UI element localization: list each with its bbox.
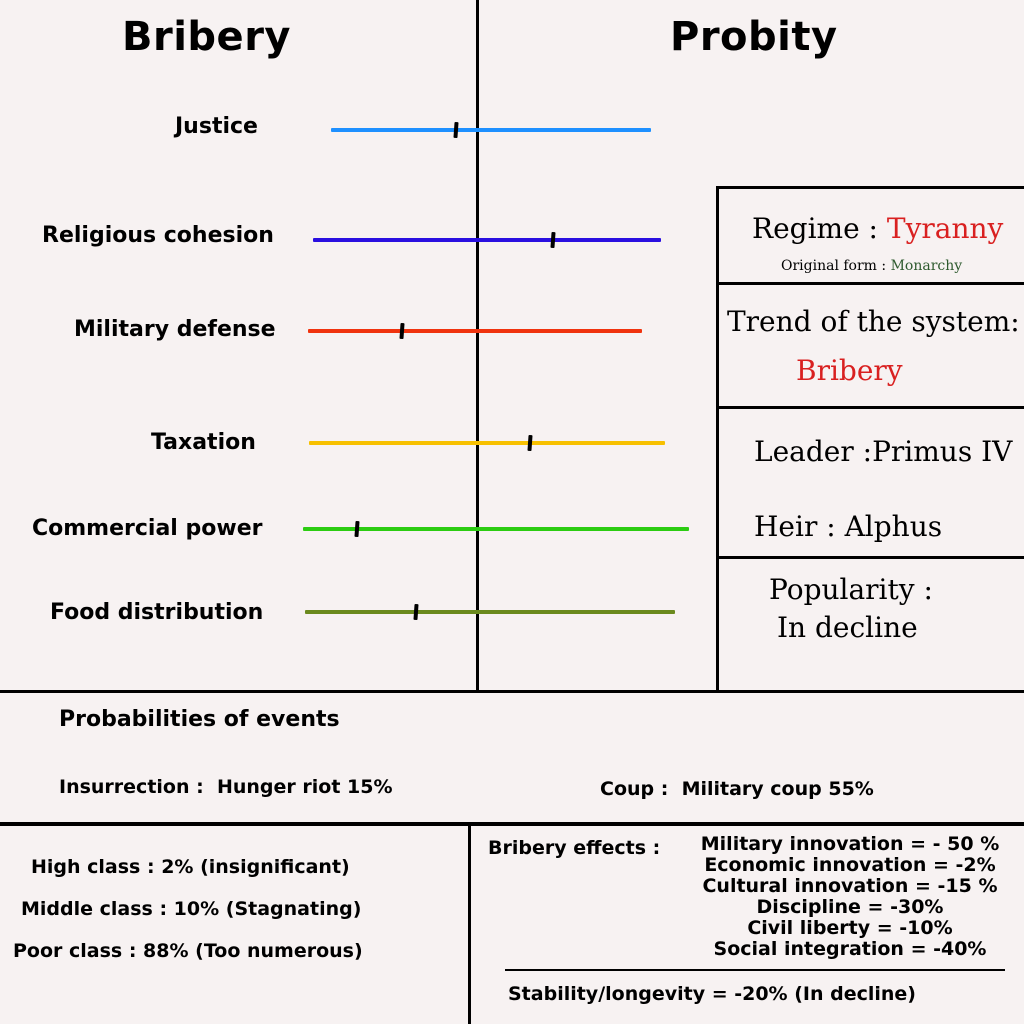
- popularity-value: In decline: [777, 611, 918, 644]
- bribery-effects-list: Military innovation = - 50 % Economic in…: [684, 834, 1016, 960]
- effect-item: Military innovation = - 50 %: [700, 833, 1000, 855]
- regime-value: Tyranny: [886, 212, 1004, 245]
- bribery-title: Bribery: [122, 14, 291, 60]
- meter-bar-commercial-power: [303, 527, 689, 531]
- effect-item: Economic innovation = -2%: [704, 854, 996, 876]
- bottom-center-divider: [468, 826, 471, 1024]
- original-form-label: Original form :: [781, 258, 891, 274]
- meter-label-justice: Justice: [175, 114, 258, 139]
- insurrection-label: Insurrection :: [59, 776, 204, 798]
- panel-divider-2: [716, 406, 1024, 409]
- events-top-divider: [0, 690, 1024, 693]
- stability-line: Stability/longevity = -20% (In decline): [508, 983, 916, 1005]
- meter-marker-religious-cohesion: [550, 231, 556, 249]
- probity-title: Probity: [670, 14, 838, 60]
- effect-item: Discipline = -30%: [756, 896, 944, 918]
- events-bottom-divider: [0, 822, 1024, 826]
- coup-value: Military coup 55%: [681, 778, 874, 800]
- regime-line: Regime : Tyranny: [752, 212, 1003, 245]
- meter-marker-justice: [453, 121, 459, 139]
- meter-label-religious-cohesion: Religious cohesion: [42, 223, 274, 248]
- original-form-value: Monarchy: [890, 258, 963, 274]
- stability-divider: [505, 969, 1005, 971]
- regime-label: Regime :: [752, 212, 887, 245]
- popularity-label: Popularity :: [769, 573, 933, 606]
- insurrection-line: Insurrection : Hunger riot 15%: [59, 776, 393, 798]
- meter-label-taxation: Taxation: [151, 430, 256, 455]
- events-title: Probabilities of events: [59, 707, 340, 732]
- meter-marker-commercial-power: [354, 520, 360, 538]
- coup-label: Coup :: [600, 778, 669, 800]
- heir-line: Heir : Alphus: [754, 510, 943, 543]
- middle-class-line: Middle class : 10% (Stagnating): [21, 898, 362, 920]
- trend-value: Bribery: [796, 354, 903, 387]
- panel-left-border: [716, 187, 719, 692]
- insurrection-value: Hunger riot 15%: [216, 776, 393, 798]
- panel-top-border: [716, 186, 1024, 189]
- meter-bar-military-defense: [308, 329, 642, 333]
- original-form-line: Original form : Monarchy: [781, 258, 962, 274]
- meter-bar-taxation: [309, 441, 665, 445]
- high-class-line: High class : 2% (insignificant): [31, 856, 350, 878]
- leader-line: Leader :Primus IV: [754, 435, 1013, 468]
- effect-item: Cultural innovation = -15 %: [702, 875, 998, 897]
- coup-line: Coup : Military coup 55%: [600, 778, 874, 800]
- panel-divider-3: [716, 556, 1024, 559]
- meter-marker-food-distribution: [413, 603, 419, 621]
- meter-marker-military-defense: [398, 322, 405, 340]
- center-axis-line: [476, 0, 479, 691]
- meter-bar-religious-cohesion: [313, 238, 661, 242]
- trend-label: Trend of the system:: [727, 305, 1020, 338]
- meter-label-food-distribution: Food distribution: [50, 600, 264, 625]
- meter-label-commercial-power: Commercial power: [32, 516, 263, 541]
- poor-class-line: Poor class : 88% (Too numerous): [13, 940, 363, 962]
- bribery-effects-label: Bribery effects :: [488, 837, 661, 859]
- effect-item: Civil liberty = -10%: [747, 917, 953, 939]
- panel-divider-1: [716, 282, 1024, 285]
- meter-bar-justice: [331, 128, 651, 132]
- meter-label-military-defense: Military defense: [74, 317, 276, 342]
- meter-bar-food-distribution: [305, 610, 675, 614]
- effect-item: Social integration = -40%: [713, 938, 987, 960]
- meter-marker-taxation: [527, 434, 533, 452]
